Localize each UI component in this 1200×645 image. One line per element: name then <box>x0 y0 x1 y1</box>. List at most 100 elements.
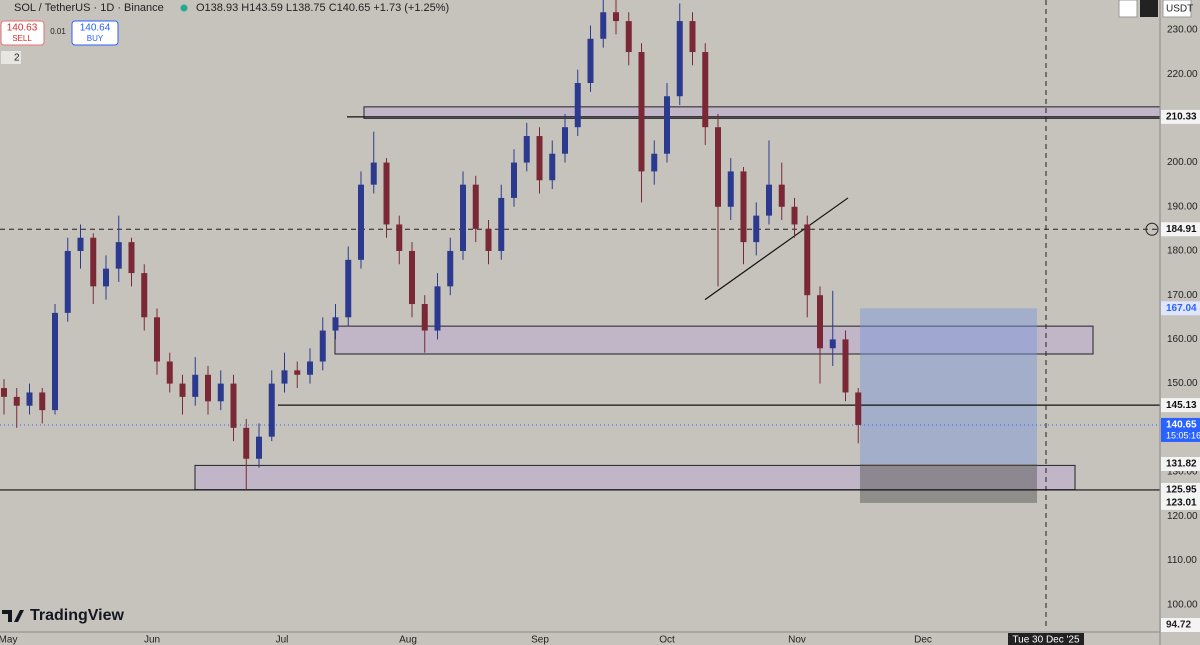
candle-body <box>511 162 517 198</box>
price-tag-bg <box>1161 301 1200 316</box>
x-tick-label: Sep <box>531 635 549 645</box>
bottom-tag-bg <box>1161 618 1200 632</box>
candle-body <box>268 383 275 437</box>
buy-btn[interactable] <box>71 20 119 46</box>
candle-body <box>613 12 619 22</box>
candle-body <box>154 317 160 362</box>
logo <box>2 610 24 622</box>
candle-body <box>64 250 71 313</box>
candle-body <box>753 215 760 243</box>
candle-body <box>217 383 224 402</box>
crosshair-icon[interactable] <box>1145 222 1159 236</box>
candle-body <box>523 136 530 163</box>
scale-btn-2[interactable] <box>1140 0 1158 17</box>
x-tick-label: Oct <box>659 635 675 645</box>
candle-body <box>1 388 7 397</box>
candle-body <box>460 184 466 251</box>
candle-body <box>115 242 122 269</box>
candle-body <box>103 268 109 287</box>
buy-price: 140.64 <box>80 23 111 34</box>
candle-body <box>587 38 594 83</box>
candle-body <box>281 370 288 384</box>
price-tag: 210.33 <box>1166 112 1197 123</box>
price-tag: 125.95 <box>1166 485 1197 496</box>
last-price-bg <box>1161 417 1200 442</box>
y-tick-label: 160.00 <box>1167 334 1198 345</box>
candle-body <box>625 21 632 53</box>
indicator-toggle[interactable] <box>1 51 21 64</box>
y-tick-label: 180.00 <box>1167 246 1198 257</box>
candle-body <box>574 82 581 128</box>
x-tick-label: Jun <box>144 635 160 645</box>
candle-body <box>319 330 326 362</box>
candle-body <box>715 127 721 207</box>
candle-body <box>562 127 568 154</box>
candle-body <box>447 250 454 287</box>
candle-body <box>141 273 148 318</box>
status-dot <box>180 4 188 12</box>
candle-body <box>766 184 772 216</box>
bottom-price: 94.72 <box>1166 620 1191 631</box>
y-tick-label: 110.00 <box>1167 555 1197 566</box>
y-tick-label: 120.00 <box>1167 511 1198 522</box>
price-tag-bg <box>1161 456 1200 471</box>
spread: 0.01 <box>50 27 66 36</box>
last-price: 140.65 <box>1166 420 1197 431</box>
candle-body <box>256 436 262 459</box>
price-tag-bg <box>1161 495 1200 510</box>
cursor-date: Tue 30 Dec '25 <box>1012 635 1080 645</box>
candle-body <box>485 228 492 251</box>
candle-body <box>332 317 339 331</box>
scale-btn[interactable] <box>1118 0 1138 18</box>
price-tag-bg <box>1161 398 1200 413</box>
x-tick-label: Jul <box>276 635 289 645</box>
sell-btn[interactable] <box>0 20 45 46</box>
currency-btn[interactable] <box>1162 0 1192 18</box>
candle-body <box>166 361 173 384</box>
candle-body <box>192 374 199 397</box>
branding: TradingView <box>30 607 125 624</box>
buy-label: BUY <box>87 34 104 43</box>
trendline <box>704 197 849 301</box>
candle-body <box>600 12 607 39</box>
y-tick-label: 150.00 <box>1167 378 1198 389</box>
price-tag-bg <box>1161 482 1200 497</box>
candle-body <box>345 259 352 318</box>
candle-body <box>243 427 250 459</box>
candle-body <box>77 237 84 251</box>
symbol: SOL / TetherUS · 1D · Binance <box>14 2 164 14</box>
candle-body <box>128 242 135 274</box>
stop-zone <box>860 463 1037 503</box>
candle-body <box>498 197 505 251</box>
crosshair-tag: 184.91 <box>1166 224 1197 235</box>
candle-body <box>676 21 683 97</box>
candle-body <box>421 304 428 331</box>
candle-body <box>549 153 556 181</box>
x-tick-label: May <box>0 635 17 645</box>
price-tag: 145.13 <box>1166 400 1197 411</box>
candle-body <box>307 361 313 375</box>
y-tick-label: 130.00 <box>1167 467 1198 478</box>
candle-body <box>702 52 709 128</box>
price-tag: 131.82 <box>1166 459 1197 470</box>
candle-body <box>842 339 849 393</box>
candle-body <box>638 52 645 172</box>
candle-body <box>396 224 403 251</box>
candle-body <box>383 162 390 225</box>
target-zone <box>860 308 1037 464</box>
candle-body <box>664 96 670 154</box>
candle-body <box>90 237 97 287</box>
currency: USDT <box>1166 4 1193 15</box>
candle-body <box>205 374 211 402</box>
candle-body <box>13 396 20 406</box>
countdown: 15:05:16 <box>1166 430 1200 440</box>
y-tick-label: 220.00 <box>1167 69 1198 80</box>
x-tick-label: Dec <box>914 635 932 645</box>
candle-body <box>26 392 33 406</box>
candle-body <box>791 206 798 225</box>
candle-body <box>778 184 785 207</box>
candle-body <box>829 339 836 349</box>
ohlc: O138.93 H143.59 L138.75 C140.65 +1.73 (+… <box>196 2 449 14</box>
y-tick-label: 170.00 <box>1167 290 1198 301</box>
